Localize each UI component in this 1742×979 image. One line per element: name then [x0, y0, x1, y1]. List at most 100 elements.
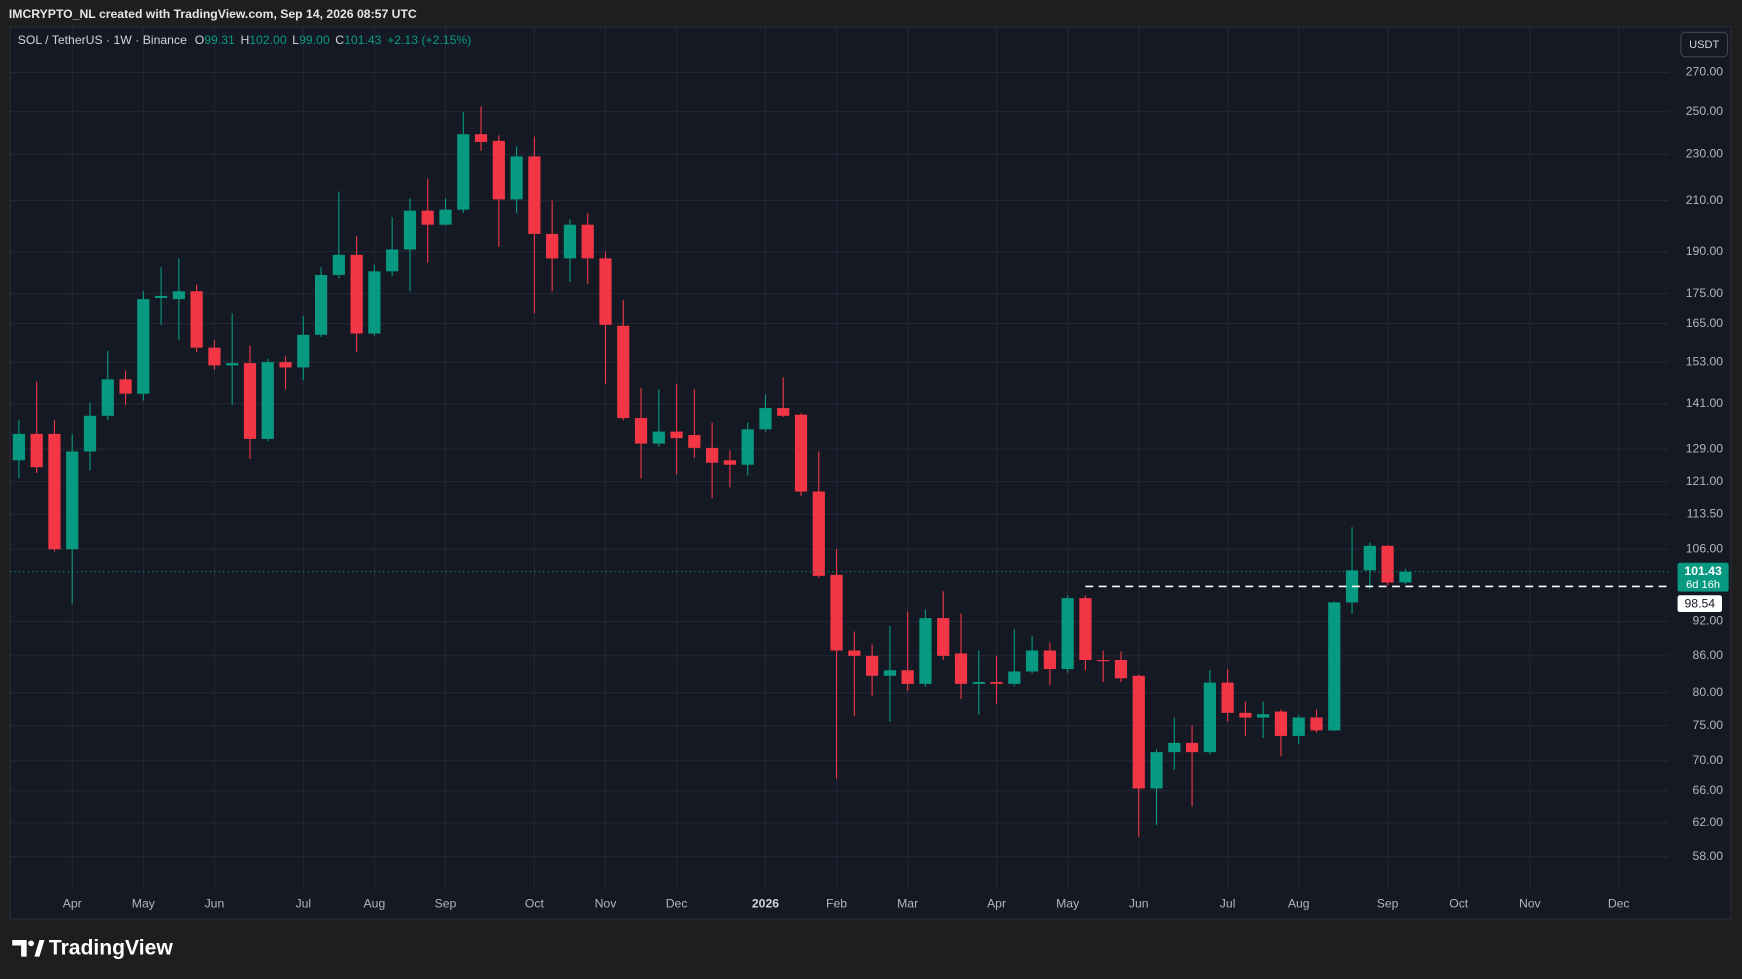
candle-body: [297, 334, 310, 368]
x-tick-label: Oct: [525, 897, 545, 911]
candle-body: [226, 363, 239, 366]
legend-low: 99.00: [299, 33, 330, 47]
candle-body: [1399, 571, 1412, 583]
y-tick-label: 86.00: [1693, 648, 1724, 662]
logo-shape: [12, 939, 27, 957]
currency-button-box[interactable]: [1680, 31, 1729, 58]
candle-body: [777, 408, 790, 416]
currency-button[interactable]: USDT: [1680, 31, 1729, 58]
x-tick-label: Nov: [595, 897, 618, 911]
legend-c: C: [335, 33, 344, 47]
candle-body: [599, 258, 612, 325]
candle-body: [848, 650, 861, 656]
candle-body: [866, 655, 879, 676]
y-tick-label: 75.00: [1693, 718, 1724, 732]
legend: SOL / TetherUS · 1W · Binance O99.31 H10…: [18, 33, 472, 47]
candle-body: [1239, 712, 1252, 718]
candle-body: [30, 433, 43, 468]
x-tick-label: Sep: [435, 897, 457, 911]
candle-body: [243, 363, 257, 439]
candle-body: [66, 451, 79, 550]
candle-body: [403, 210, 417, 250]
y-tick-label: 129.00: [1686, 441, 1724, 455]
candle-body: [1257, 714, 1270, 718]
y-tick-label: 270.00: [1686, 65, 1724, 79]
candle-body: [137, 299, 150, 394]
y-tick-label: 113.50: [1687, 507, 1724, 521]
brand-name: TradingView: [49, 936, 173, 959]
candle-body: [421, 210, 434, 225]
candle-body: [439, 209, 452, 225]
candle-body: [706, 447, 719, 463]
candle-body: [937, 618, 950, 656]
x-tick-label: Apr: [987, 897, 1006, 911]
y-tick-label: 92.00: [1693, 614, 1724, 628]
candle-body: [1132, 675, 1145, 789]
y-tick-label: 62.00: [1693, 815, 1724, 829]
candle-body: [1168, 742, 1181, 753]
candle-body: [154, 295, 168, 298]
candle-body: [901, 670, 914, 684]
candles: [12, 106, 1412, 837]
legend-o: O: [195, 33, 205, 47]
x-tick-label: 2026: [752, 897, 779, 911]
candle-body: [1043, 650, 1056, 670]
candle-body: [457, 134, 470, 210]
x-tick-label: Dec: [1608, 897, 1630, 911]
candle-body: [1008, 671, 1021, 684]
candle-body: [48, 433, 61, 550]
candle-body: [1114, 659, 1128, 679]
candle-body: [1328, 602, 1341, 731]
candle-body: [101, 379, 114, 416]
brand-logo: TradingView: [12, 936, 173, 959]
candle-body: [1363, 545, 1376, 571]
candle-body: [1203, 682, 1216, 753]
candle-body: [652, 431, 665, 444]
x-tick-label: Jun: [205, 897, 225, 911]
legend-open: 99.31: [204, 33, 235, 47]
candle-body: [546, 233, 559, 259]
candle-body: [990, 681, 1003, 684]
candle-body: [954, 653, 968, 684]
x-tick-label: Oct: [1449, 897, 1469, 911]
candle-body: [812, 491, 825, 576]
currency-label[interactable]: USDT: [1689, 39, 1719, 51]
legend-h: H: [240, 33, 249, 47]
candle-body: [350, 254, 363, 334]
candle-body: [581, 224, 594, 259]
candle-body: [883, 670, 896, 676]
candle-body: [1292, 717, 1305, 736]
y-tick-label: 153.00: [1686, 354, 1724, 368]
y-tick-label: 70.00: [1693, 753, 1724, 767]
candle-body: [634, 418, 648, 444]
x-tick-label: Jun: [1129, 897, 1149, 911]
y-tick-label: 58.00: [1693, 849, 1724, 863]
candle-body: [563, 224, 577, 259]
x-tick-label: Jul: [1220, 897, 1236, 911]
x-tick-label: May: [1056, 897, 1080, 911]
x-tick-label: Feb: [826, 897, 847, 911]
candle-body: [1221, 682, 1234, 713]
candle-body: [794, 414, 808, 492]
candle-body: [119, 379, 132, 394]
y-tick-label: 80.00: [1693, 685, 1724, 699]
y-tick-label: 250.00: [1686, 104, 1724, 118]
x-tick-label: Mar: [897, 897, 918, 911]
candle-body: [368, 271, 381, 334]
candle-body: [617, 325, 630, 419]
candle-body: [528, 156, 541, 234]
y-tick-label: 165.00: [1686, 316, 1724, 330]
x-tick-label: Aug: [1288, 897, 1310, 911]
logo-shape: [34, 939, 45, 957]
candle-body: [830, 574, 843, 651]
last-price-label: 101.43: [1684, 564, 1722, 578]
candle-body: [759, 408, 772, 430]
candle-body: [190, 291, 203, 348]
candle-body: [1274, 711, 1288, 736]
candle-body: [172, 291, 185, 300]
candle-body: [208, 347, 221, 366]
y-tick-label: 230.00: [1686, 146, 1724, 160]
candle-body: [510, 156, 523, 200]
